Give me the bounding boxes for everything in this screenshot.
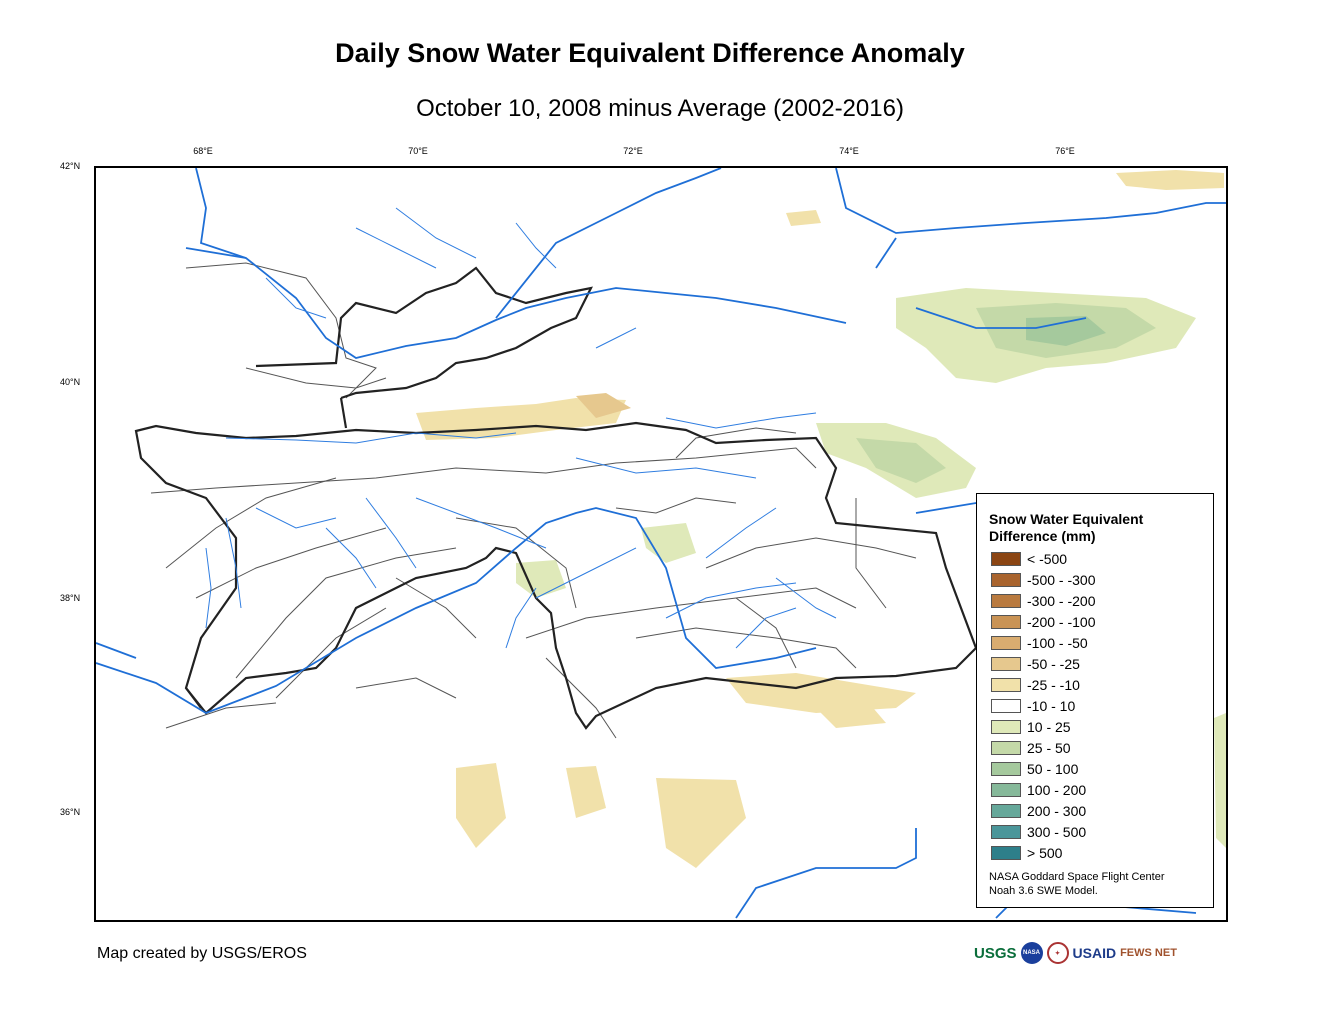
lon-tick-70: 70°E: [408, 146, 428, 156]
legend-item: -50 - -25: [991, 654, 1080, 674]
legend-swatch: [991, 573, 1021, 587]
map-canvas: [96, 168, 1226, 919]
legend-item: -25 - -10: [991, 675, 1080, 695]
map-subtitle: October 10, 2008 minus Average (2002-201…: [416, 95, 904, 122]
legend-swatch: [991, 657, 1021, 671]
legend-label: 300 - 500: [1027, 824, 1087, 840]
lat-tick-42: 42°N: [60, 161, 81, 171]
legend-item: -100 - -50: [991, 633, 1088, 653]
legend-swatch: [991, 615, 1021, 629]
legend-label: 100 - 200: [1027, 782, 1087, 798]
credit-line-1: NASA Goddard Space Flight Center: [989, 871, 1165, 883]
snow-increase-areas: [516, 288, 1226, 848]
legend-swatch: [991, 699, 1021, 713]
basin-boundaries: [150, 262, 917, 739]
legend-label: 50 - 100: [1027, 761, 1079, 777]
legend-label: > 500: [1027, 845, 1063, 861]
legend-swatch: [991, 783, 1021, 797]
legend-swatch: [991, 552, 1021, 566]
legend-swatch: [991, 762, 1021, 776]
partner-logos: USGS NASA ✦ USAID FEWS NET: [974, 940, 1181, 966]
legend-swatch: [991, 636, 1021, 650]
lon-tick-72: 72°E: [623, 146, 643, 156]
fews-net-logo: FEWS NET: [1120, 947, 1177, 959]
legend-item: -200 - -100: [991, 612, 1095, 632]
tributaries: [205, 207, 837, 649]
legend-item: -300 - -200: [991, 591, 1095, 611]
legend-item: < -500: [991, 549, 1067, 569]
credit-line-2: Noah 3.6 SWE Model.: [989, 885, 1098, 897]
legend-swatch: [991, 594, 1021, 608]
country-borders: [134, 266, 978, 730]
lat-tick-36: 36°N: [60, 807, 81, 817]
lon-tick-74: 74°E: [839, 146, 859, 156]
legend-swatch: [991, 741, 1021, 755]
legend-item: 100 - 200: [991, 780, 1086, 800]
legend-credit: NASA Goddard Space Flight Center Noah 3.…: [989, 870, 1164, 898]
legend-label: -500 - -300: [1027, 572, 1096, 588]
legend-swatch: [991, 678, 1021, 692]
legend-item: > 500: [991, 843, 1062, 863]
lat-tick-38: 38°N: [60, 593, 81, 603]
legend-label: 10 - 25: [1027, 719, 1071, 735]
legend-swatch: [991, 846, 1021, 860]
legend-label: -100 - -50: [1027, 635, 1088, 651]
nasa-logo: NASA: [1020, 942, 1043, 964]
map-credit: Map created by USGS/EROS: [97, 945, 307, 962]
legend-item: 200 - 300: [991, 801, 1086, 821]
legend-swatch: [991, 720, 1021, 734]
legend-label: -200 - -100: [1027, 614, 1096, 630]
legend-item: 25 - 50: [991, 738, 1071, 758]
legend-item: 50 - 100: [991, 759, 1078, 779]
legend-label: -25 - -10: [1027, 677, 1080, 693]
legend-label: -300 - -200: [1027, 593, 1096, 609]
usaid-logo: USAID: [1072, 945, 1117, 961]
lon-tick-76: 76°E: [1055, 146, 1075, 156]
usgs-logo: USGS: [974, 944, 1017, 962]
legend-panel: Snow Water Equivalent Difference (mm) < …: [976, 493, 1214, 908]
legend-item: 300 - 500: [991, 822, 1086, 842]
legend-label: 200 - 300: [1027, 803, 1087, 819]
lat-tick-40: 40°N: [60, 377, 81, 387]
legend-item: 10 - 25: [991, 717, 1071, 737]
legend-swatch: [991, 804, 1021, 818]
legend-label: -10 - 10: [1027, 698, 1076, 714]
map-title: Daily Snow Water Equivalent Difference A…: [335, 38, 965, 68]
legend-label: 25 - 50: [1027, 740, 1071, 756]
lon-tick-68: 68°E: [193, 146, 213, 156]
legend-label: -50 - -25: [1027, 656, 1080, 672]
legend-label: < -500: [1027, 551, 1068, 567]
legend-item: -10 - 10: [991, 696, 1075, 716]
legend-swatch: [991, 825, 1021, 839]
legend-item: -500 - -300: [991, 570, 1095, 590]
noaa-seal-icon: ✦: [1046, 942, 1069, 964]
legend-title: Snow Water Equivalent Difference (mm): [989, 511, 1144, 544]
